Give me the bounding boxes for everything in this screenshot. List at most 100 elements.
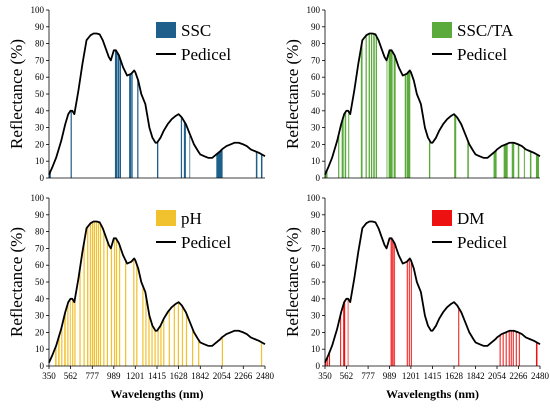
selected-band-bar — [221, 336, 224, 366]
y-tick-label: 60 — [311, 260, 321, 270]
selected-band-bar — [503, 143, 508, 178]
selected-band-bar — [151, 322, 153, 366]
selected-band-bar — [180, 116, 183, 178]
selected-band-bar — [348, 110, 350, 178]
selected-band-bar — [67, 301, 69, 366]
legend-label-line: Pedicel — [457, 45, 507, 64]
selected-band-bar — [99, 222, 102, 366]
selected-band-bar — [103, 229, 105, 366]
selected-band-bar — [510, 330, 512, 366]
y-tick-label: 70 — [35, 243, 45, 253]
pedicel-series-line — [48, 220, 266, 364]
selected-band-bar — [511, 142, 515, 178]
selected-band-bar — [113, 238, 116, 366]
x-tick-label: 2054 — [488, 371, 507, 381]
x-tick-label: 989 — [107, 371, 121, 381]
selected-band-bar — [145, 292, 147, 366]
x-tick-label: 1415 — [148, 371, 167, 381]
selected-band-bar — [136, 262, 138, 366]
selected-band-bar — [181, 305, 184, 366]
x-axis-label: Wavelengths (nm) — [111, 387, 204, 401]
y-tick-label: 60 — [35, 72, 45, 82]
y-tick-label: 90 — [35, 210, 45, 220]
x-tick-label: 562 — [64, 371, 78, 381]
y-tick-label: 50 — [311, 89, 321, 99]
y-tick-label: 40 — [35, 294, 45, 304]
y-axis-label: Reflectance (%) — [7, 39, 26, 149]
x-tick-label: 2480 — [256, 371, 275, 381]
selected-band-bar — [406, 70, 411, 178]
x-tick-label: 562 — [340, 371, 354, 381]
selected-band-bar — [89, 222, 91, 366]
selected-band-bar — [392, 239, 394, 366]
pedicel-series-line — [48, 32, 266, 176]
selected-band-bar — [410, 260, 412, 366]
selected-band-bar — [72, 298, 74, 366]
selected-band-bar — [70, 110, 72, 178]
selected-band-bar — [191, 327, 194, 366]
y-tick-label: 0 — [40, 361, 45, 371]
selected-band-bar — [499, 334, 501, 366]
y-tick-label: 50 — [35, 89, 45, 99]
selected-band-bar — [360, 39, 363, 178]
x-tick-label: 1628 — [445, 371, 464, 381]
selected-band-bar — [83, 238, 85, 366]
x-tick-label: 2266 — [509, 371, 528, 381]
selected-band-bar — [119, 58, 121, 179]
selected-band-bar — [160, 323, 162, 366]
y-tick-label: 90 — [311, 210, 321, 220]
x-tick-label: 1842 — [467, 371, 485, 381]
legend-label-bar: DM — [457, 209, 484, 228]
selected-band-bar — [343, 300, 346, 366]
selected-band-bar — [518, 332, 520, 366]
legend-swatch-bar — [432, 210, 452, 226]
y-axis-label: Reflectance (%) — [7, 227, 26, 337]
selected-band-bar — [338, 131, 340, 178]
y-tick-label: 90 — [35, 22, 45, 32]
x-tick-label: 1628 — [170, 371, 189, 381]
y-tick-label: 20 — [311, 139, 321, 149]
selected-band-bar — [529, 151, 532, 178]
selected-band-bar — [198, 339, 200, 366]
legend-label-bar: SSC — [181, 21, 211, 40]
x-tick-label: 777 — [86, 371, 100, 381]
selected-band-bar — [373, 33, 375, 178]
y-tick-label: 80 — [35, 227, 45, 237]
y-tick-label: 80 — [311, 39, 321, 49]
selected-band-bar — [183, 120, 186, 178]
y-tick-label: 30 — [311, 311, 321, 321]
selected-band-bar — [95, 221, 98, 366]
x-tick-label: 1415 — [424, 371, 443, 381]
y-tick-label: 100 — [31, 5, 45, 15]
legend-label-bar: SSC/TA — [457, 21, 514, 40]
x-tick-label: 989 — [383, 371, 397, 381]
y-tick-label: 0 — [316, 361, 321, 371]
selected-band-bar — [115, 238, 118, 366]
y-tick-label: 40 — [35, 106, 45, 116]
selected-band-bar — [370, 33, 373, 178]
selected-band-bar — [93, 221, 96, 366]
y-tick-label: 100 — [31, 193, 45, 203]
selected-band-bar — [69, 298, 71, 366]
selected-band-bar — [341, 115, 344, 178]
legend-label-line: Pedicel — [181, 233, 231, 252]
selected-band-bar — [154, 329, 156, 366]
y-tick-label: 10 — [35, 156, 45, 166]
y-tick-label: 60 — [311, 72, 321, 82]
y-tick-label: 70 — [311, 243, 321, 253]
selected-band-bar — [133, 258, 135, 366]
selected-band-bar — [131, 72, 133, 178]
selected-band-bar — [512, 330, 514, 366]
x-tick-label: 2480 — [531, 371, 550, 381]
selected-band-bar — [394, 242, 396, 366]
selected-band-bar — [393, 53, 396, 178]
chart-panel-2: 0 10 20 30 40 50 60 70 80 90 100 Reflectance (%) SSC… — [283, 5, 541, 183]
selected-band-bar — [408, 258, 410, 366]
selected-band-bar — [467, 139, 469, 178]
selected-band-bar — [260, 341, 263, 366]
selected-band-bar — [386, 57, 388, 179]
x-tick-label: 1842 — [191, 371, 209, 381]
selected-band-bar — [79, 263, 81, 366]
legend-swatch-bar — [156, 210, 176, 226]
selected-band-bar — [502, 333, 504, 366]
